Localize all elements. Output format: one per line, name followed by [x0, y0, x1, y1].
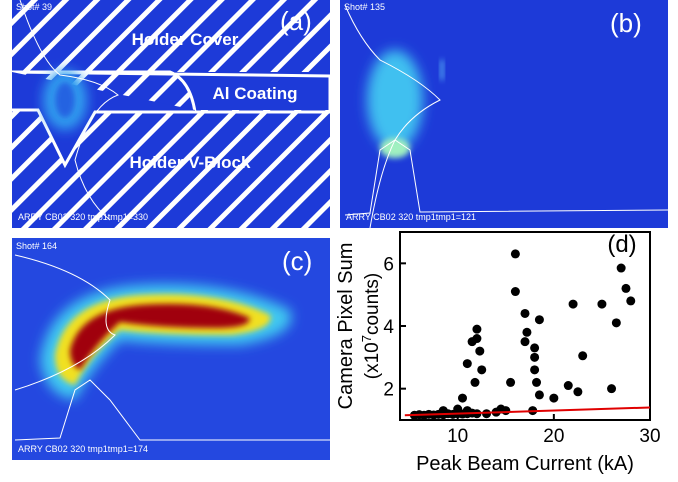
footer: ARRY CB02 320 tmp1tmp1=174: [18, 444, 148, 454]
x-tick-label: 30: [639, 426, 660, 447]
point: [472, 334, 482, 344]
point: [472, 324, 482, 334]
point: [520, 308, 530, 318]
y-axis-label: Camera Pixel Sum: [335, 243, 357, 410]
point: [578, 351, 588, 361]
panel-label: (a): [280, 6, 312, 36]
point: [597, 299, 607, 309]
footer: ARRY CB02 320 tmp1tmp1=121: [346, 212, 476, 222]
profile-curve: [344, 139, 668, 216]
point: [470, 377, 480, 387]
point: [607, 384, 617, 394]
profile-curve: [19, 0, 119, 221]
beam-spot: [367, 50, 423, 150]
point: [530, 365, 540, 375]
x-tick-label: 20: [543, 426, 564, 447]
point: [482, 409, 492, 419]
spot-streak: [440, 60, 444, 80]
annotation: Holder Cover: [132, 30, 239, 49]
point: [573, 387, 583, 397]
point: [549, 393, 559, 403]
y-tick-label: 4: [383, 317, 394, 338]
point: [510, 287, 520, 297]
point: [438, 406, 448, 416]
point: [520, 337, 530, 347]
point: [532, 377, 542, 387]
unit-prefix: (x10: [362, 342, 383, 379]
point: [510, 249, 520, 259]
point: [453, 404, 463, 414]
heat-core: [70, 303, 250, 370]
beam-spot-edge: [380, 138, 410, 158]
unit-suffix: counts): [362, 273, 383, 335]
panel-a: Shot# 39 (a) Holder Cover Al Coating Hol…: [12, 0, 330, 228]
panel-label: (c): [282, 246, 312, 276]
v-outline: [12, 108, 195, 169]
shot-label: Shot# 39: [16, 2, 52, 12]
panel-c: Shot# 164 (c) ARRY CB02 320 tmp1tmp1=174: [12, 238, 330, 460]
y-unit-label: (x107counts): [359, 273, 383, 380]
profile-curve: [14, 379, 330, 441]
x-axis-label: Peak Beam Current (kA): [416, 453, 634, 475]
annotation: Al Coating: [213, 84, 298, 103]
point: [626, 296, 636, 306]
outline: [12, 70, 330, 114]
point: [475, 346, 485, 356]
panel-label: (b): [610, 8, 642, 38]
panel-label: (d): [607, 231, 636, 258]
unit-sup: 7: [359, 335, 374, 342]
point: [530, 343, 540, 353]
profile-curve: [14, 254, 116, 391]
y-tick-label: 6: [383, 254, 394, 275]
al-coating-region: [12, 72, 330, 110]
y-tick-label: 2: [383, 380, 394, 401]
shot-label: Shot# 135: [344, 2, 385, 12]
x-tick-label: 10: [447, 426, 468, 447]
annotation: Holder V-Block: [130, 153, 251, 172]
point: [530, 352, 540, 362]
panel-d: (d) Peak Beam Current (kA) Camera Pixel …: [335, 231, 661, 475]
point: [568, 299, 578, 309]
point: [621, 283, 631, 293]
point: [462, 359, 472, 369]
point: [534, 390, 544, 400]
point: [563, 381, 573, 391]
point: [522, 327, 532, 337]
point: [477, 365, 487, 375]
beam-spot-core: [55, 82, 75, 118]
fit-line: [404, 406, 651, 417]
point: [506, 377, 516, 387]
point: [616, 263, 626, 273]
point: [458, 393, 467, 403]
footer: ARRY CB02 320 tmp1tmp1=330: [18, 212, 148, 222]
shot-label: Shot# 164: [16, 241, 57, 251]
point: [611, 318, 621, 328]
panel-b: Shot# 135 (b) ARRY CB02 320 tmp1tmp1=121: [340, 0, 668, 228]
point: [534, 315, 544, 325]
profile-curve: [344, 4, 441, 228]
